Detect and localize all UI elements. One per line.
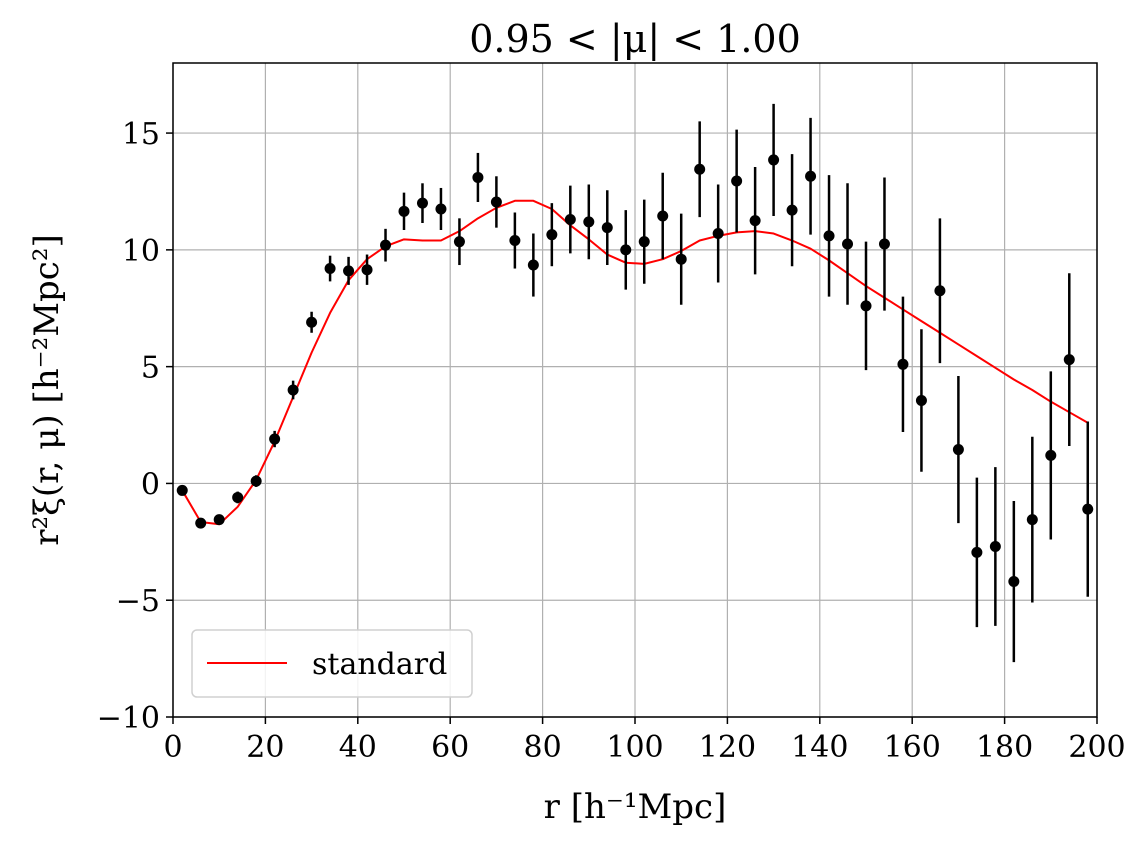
chart-title: 0.95 < |μ| < 1.00: [469, 17, 801, 61]
x-tick-label: 40: [339, 730, 377, 765]
data-point: [638, 236, 650, 248]
data-point: [675, 253, 687, 265]
data-point: [287, 384, 299, 396]
data-point: [398, 205, 410, 217]
data-point: [509, 235, 521, 247]
data-point: [250, 475, 262, 487]
data-point: [546, 229, 558, 241]
x-tick-label: 100: [606, 730, 663, 765]
y-tick-label: 10: [122, 234, 160, 269]
x-tick-label: 160: [884, 730, 941, 765]
data-point: [564, 213, 576, 225]
data-point: [842, 238, 854, 250]
data-point: [878, 238, 890, 250]
y-tick-label: 0: [141, 467, 160, 502]
data-point: [749, 215, 761, 227]
x-tick-label: 120: [699, 730, 756, 765]
data-point: [1008, 576, 1020, 588]
data-point: [1082, 503, 1094, 515]
data-point: [971, 546, 983, 558]
y-tick-label: 5: [141, 351, 160, 386]
data-point: [453, 236, 465, 248]
data-point: [472, 171, 484, 183]
legend-label-standard: standard: [312, 647, 447, 682]
y-tick-label: −10: [97, 701, 160, 736]
data-point: [694, 163, 706, 175]
x-tick-label: 20: [246, 730, 284, 765]
y-tick-label: 15: [122, 117, 160, 152]
data-point: [805, 170, 817, 182]
data-point: [601, 222, 613, 234]
data-point: [989, 540, 1001, 552]
data-point: [1063, 354, 1075, 366]
data-point: [361, 264, 373, 276]
data-point: [786, 204, 798, 216]
data-point: [213, 514, 225, 526]
data-point: [897, 358, 909, 370]
data-point: [620, 244, 632, 256]
data-point: [860, 300, 872, 312]
data-point: [269, 433, 281, 445]
data-point: [731, 175, 743, 187]
data-point: [527, 259, 539, 271]
data-point: [195, 517, 207, 529]
data-point: [343, 265, 355, 277]
data-point: [1026, 514, 1038, 526]
data-point: [435, 203, 447, 215]
data-point: [712, 228, 724, 240]
x-tick-label: 200: [1068, 730, 1125, 765]
x-tick-label: 80: [524, 730, 562, 765]
data-point: [306, 316, 318, 328]
legend: standard: [191, 629, 473, 698]
data-point: [934, 285, 946, 297]
series-line-standard: [181, 199, 1089, 526]
legend-box: [191, 629, 473, 698]
data-point: [823, 230, 835, 242]
data-point: [915, 395, 927, 407]
data-point: [1045, 449, 1057, 461]
x-tick-label: 180: [976, 730, 1033, 765]
data-point: [768, 154, 780, 166]
x-axis-label: r [h⁻¹Mpc]: [544, 787, 727, 827]
data-point: [416, 197, 428, 209]
x-tick-label: 140: [791, 730, 848, 765]
data-point: [232, 491, 244, 503]
data-point: [176, 484, 188, 496]
ticks: 0 20 40 60 80 100 120 140 160 180 200 −10 −5 0 5 10 15: [97, 117, 1126, 765]
x-tick-label: 0: [163, 730, 182, 765]
data-point: [490, 196, 502, 208]
y-tick-label: −5: [116, 584, 160, 619]
x-tick-label: 60: [431, 730, 469, 765]
plot-area: [176, 103, 1094, 663]
data-point: [657, 210, 669, 222]
data-point: [324, 263, 336, 275]
data-point: [583, 216, 595, 228]
y-axis-label: r²ξ(r, μ) [h⁻²Mpc²]: [27, 234, 67, 545]
data-point: [380, 239, 392, 251]
data-point: [952, 444, 964, 456]
